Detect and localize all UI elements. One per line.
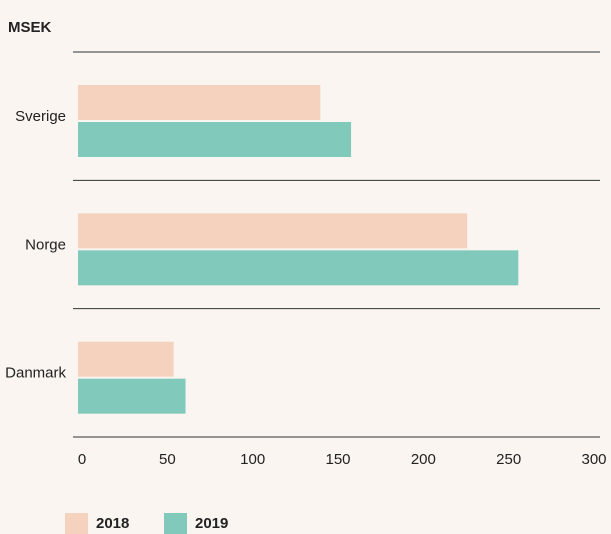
x-tick-label: 250 <box>496 451 521 468</box>
bar <box>78 122 352 157</box>
bar <box>78 341 174 377</box>
x-tick-label: 300 <box>581 451 606 468</box>
x-tick-label: 200 <box>411 451 436 468</box>
x-tick-label: 150 <box>325 451 350 468</box>
bar <box>78 85 321 120</box>
bar <box>78 378 186 414</box>
x-tick-label: 50 <box>159 451 176 468</box>
x-tick-label: 100 <box>240 451 265 468</box>
legend-label: 2019 <box>195 515 228 532</box>
y-tick-label: Sverige <box>15 108 66 125</box>
bar <box>78 250 519 286</box>
y-tick-label: Danmark <box>5 365 66 382</box>
bar <box>78 213 468 249</box>
x-tick-label: 0 <box>78 451 86 468</box>
legend-swatch <box>164 513 187 534</box>
legend-label: 2018 <box>96 515 129 532</box>
chart-title: MSEK <box>8 19 52 36</box>
legend-swatch <box>65 513 88 534</box>
y-tick-label: Norge <box>25 236 66 253</box>
